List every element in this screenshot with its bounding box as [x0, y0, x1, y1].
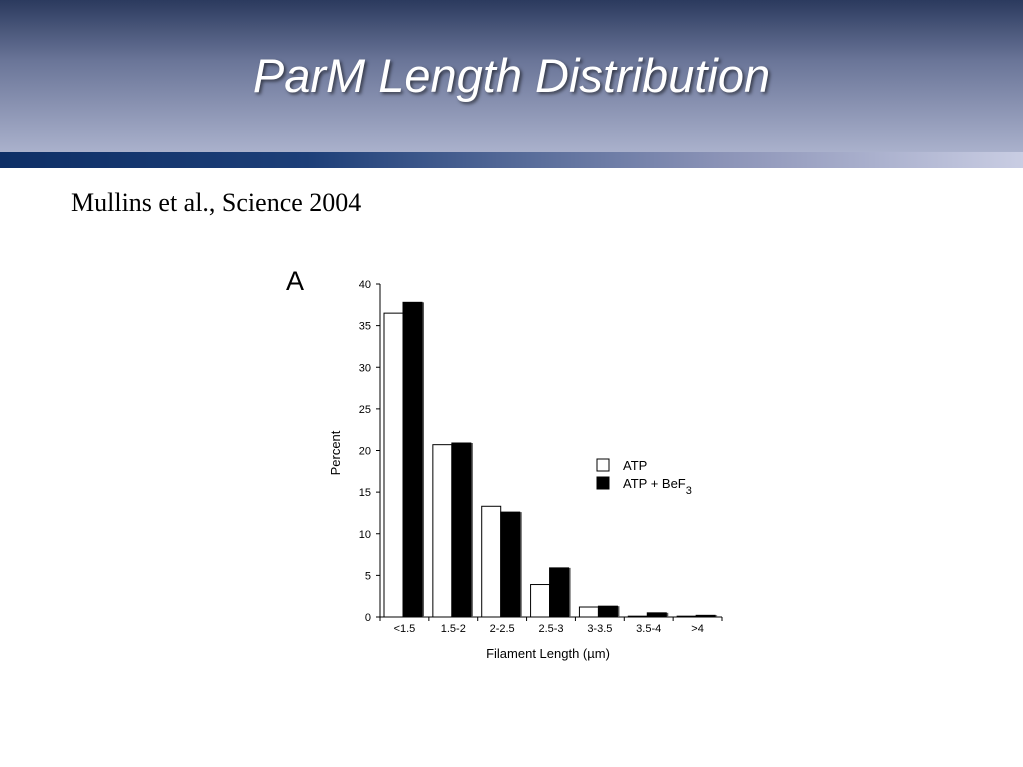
legend: ATP ATP + BeF3: [596, 458, 692, 497]
panel-label: A: [286, 266, 304, 296]
x-tick-label: 3.5-4: [636, 623, 661, 635]
x-tick-label: >4: [691, 623, 704, 635]
x-axis-label: Filament Length (µm): [486, 646, 610, 661]
legend-swatch-atp: [596, 458, 610, 472]
bar-atp-bef3: [597, 605, 618, 618]
y-tick-label: 30: [359, 362, 371, 374]
legend-label-atp: ATP: [623, 458, 647, 473]
bar-atp: [481, 505, 502, 618]
bar-atp-bef3: [646, 612, 667, 618]
slide-header: [0, 0, 1023, 152]
y-axis-label: Percent: [328, 430, 343, 475]
bar-atp: [676, 615, 697, 618]
bar-atp-bef3: [402, 301, 423, 618]
y-tick-label: 20: [359, 446, 371, 458]
y-tick-label: 0: [365, 612, 371, 624]
bar-atp: [530, 584, 551, 618]
header-band: [0, 152, 1023, 168]
x-tick-label: 2-2.5: [490, 623, 515, 635]
x-tick-label: 3-3.5: [587, 623, 612, 635]
bar-atp: [432, 444, 453, 618]
bar-atp-bef3: [695, 614, 716, 618]
y-tick-label: 5: [365, 570, 371, 582]
y-tick-label: 40: [359, 279, 371, 291]
y-tick-label: 25: [359, 404, 371, 416]
bar-atp: [578, 606, 599, 618]
bar-atp: [383, 312, 404, 618]
y-tick-label: 35: [359, 321, 371, 333]
bar-atp-bef3: [451, 442, 472, 618]
y-tick-label: 10: [359, 529, 371, 541]
legend-swatch-atp-bef3: [596, 476, 610, 490]
x-tick-label: <1.5: [394, 623, 416, 635]
bars: [383, 301, 718, 618]
legend-label-atp-bef3: ATP + BeF3: [623, 476, 692, 497]
slide-title: ParM Length Distribution: [252, 49, 771, 102]
bar-atp-bef3: [500, 511, 521, 618]
x-ticks: <1.5 1.5-2 2-2.5 2.5-3 3-3.5 3.5-4 >4: [379, 617, 723, 635]
x-tick-label: 2.5-3: [538, 623, 563, 635]
bar-atp-bef3: [549, 567, 570, 618]
axes: [379, 284, 722, 618]
x-tick-label: 1.5-2: [441, 623, 466, 635]
bar-atp: [627, 615, 648, 618]
citation: Mullins et al., Science 2004: [71, 188, 362, 217]
y-tick-label: 15: [359, 487, 371, 499]
y-ticks: 0 5 10 15 20 25 30 35 40: [359, 279, 380, 624]
